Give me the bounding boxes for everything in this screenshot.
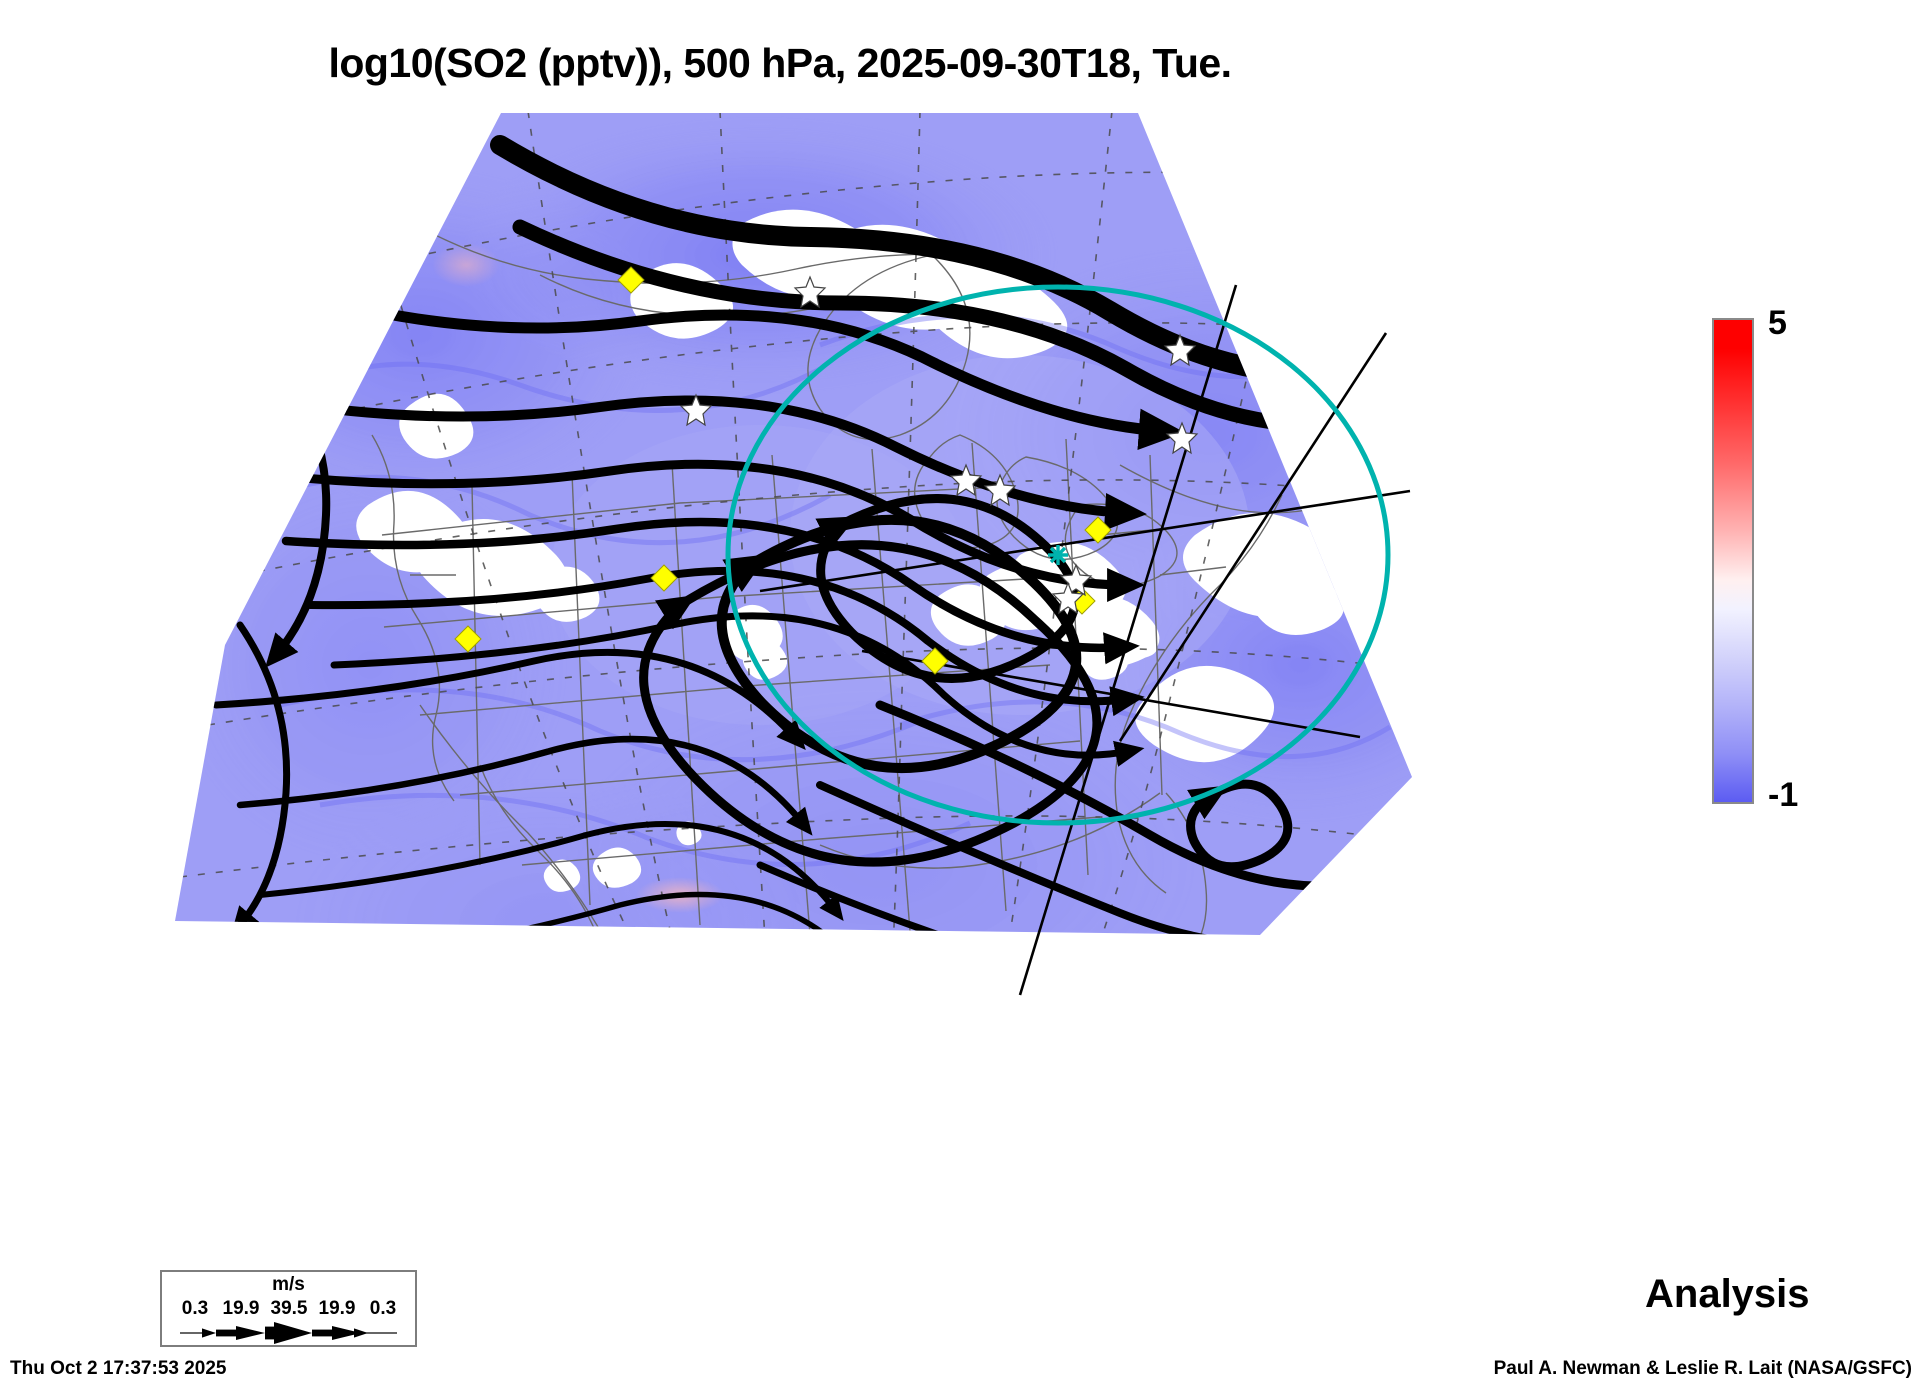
page-title: log10(SO2 (pptv)), 500 hPa, 2025-09-30T1… bbox=[328, 40, 1232, 86]
wind-scale-tick-0: 0.3 bbox=[181, 1298, 209, 1319]
wind-scale-tick-4: 0.3 bbox=[369, 1298, 397, 1319]
map-panel[interactable] bbox=[120, 105, 1520, 1115]
colorbar-max-label: 5 bbox=[1768, 304, 1787, 342]
map-figure[interactable] bbox=[120, 105, 1520, 1115]
so2-shaded-field bbox=[175, 113, 1412, 935]
wind-scale-tick-1: 19.9 bbox=[222, 1298, 260, 1319]
wind-streamlines bbox=[212, 135, 1385, 935]
flight-track-lines bbox=[759, 284, 1411, 996]
wind-scale-tick-3: 19.9 bbox=[318, 1298, 356, 1319]
wind-scale-arrows bbox=[180, 1322, 397, 1344]
colorbar-min-label: -1 bbox=[1768, 776, 1799, 814]
generation-timestamp: Thu Oct 2 17:37:53 2025 bbox=[10, 1358, 227, 1379]
analysis-label: Analysis bbox=[1645, 1272, 1810, 1316]
wind-scale-unit-label: m/s bbox=[272, 1274, 305, 1295]
station-star-marker bbox=[679, 275, 1199, 615]
wind-scale-tick-2: 39.5 bbox=[270, 1298, 308, 1319]
lat-lon-graticule bbox=[179, 113, 1412, 935]
colorbar-gradient bbox=[1712, 318, 1754, 804]
range-circle bbox=[725, 284, 1391, 826]
author-credit: Paul A. Newman & Leslie R. Lait (NASA/GS… bbox=[1493, 1358, 1912, 1379]
site-markers[interactable] bbox=[454, 266, 1199, 675]
colorbar: 5 -1 bbox=[1690, 300, 1900, 820]
wind-scale-legend: m/s 0.3 19.9 39.5 19.9 0.3 bbox=[160, 1270, 417, 1347]
circle-center-marker bbox=[1048, 545, 1068, 565]
